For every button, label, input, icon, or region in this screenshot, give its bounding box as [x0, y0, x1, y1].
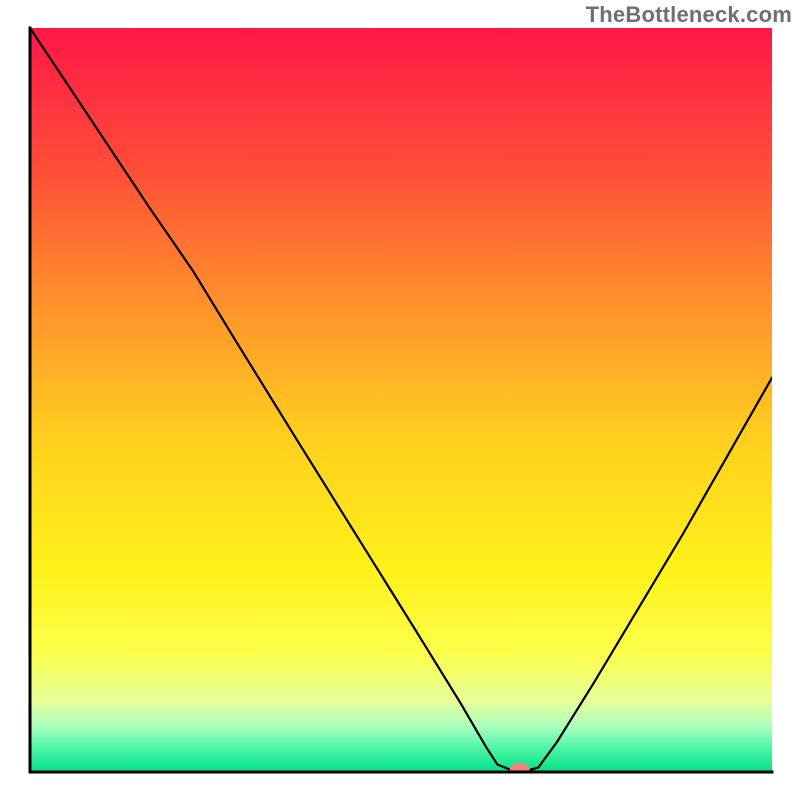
minimum-marker [510, 763, 530, 777]
watermark-text: TheBottleneck.com [586, 2, 792, 28]
gradient-background [30, 28, 772, 772]
chart-frame: TheBottleneck.com [0, 0, 800, 800]
bottleneck-chart [0, 0, 800, 800]
